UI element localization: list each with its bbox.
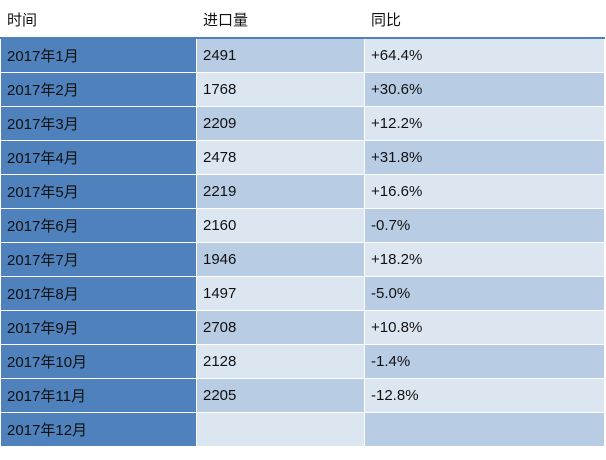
table-row: 2017年6月 2160 -0.7%	[0, 208, 605, 243]
table-header: 时间 进口量 同比	[0, 0, 605, 39]
month-cell: 2017年9月	[0, 310, 197, 345]
value-cell: -5.0%	[364, 276, 605, 311]
value-cell: +10.8%	[364, 310, 605, 345]
table-row: 2017年4月 2478 +31.8%	[0, 140, 605, 175]
value-cell: +30.6%	[364, 72, 605, 107]
value-cell: 2205	[196, 378, 365, 413]
value-cell: 1946	[196, 242, 365, 277]
month-cell: 2017年8月	[0, 276, 197, 311]
month-cell: 2017年7月	[0, 242, 197, 277]
value-cell: 1497	[196, 276, 365, 311]
table-row: 2017年12月	[0, 412, 605, 447]
value-cell: 2708	[196, 310, 365, 345]
table-row: 2017年10月 2128 -1.4%	[0, 344, 605, 379]
value-cell: 2209	[196, 106, 365, 141]
table-row: 2017年5月 2219 +16.6%	[0, 174, 605, 209]
month-cell: 2017年1月	[0, 37, 197, 73]
value-cell: +16.6%	[364, 174, 605, 209]
month-cell: 2017年2月	[0, 72, 197, 107]
value-cell	[364, 412, 605, 447]
table-row: 2017年8月 1497 -5.0%	[0, 276, 605, 311]
value-cell: 2491	[196, 37, 365, 73]
month-cell: 2017年11月	[0, 378, 197, 413]
value-cell: -12.8%	[364, 378, 605, 413]
value-cell: -0.7%	[364, 208, 605, 243]
month-cell: 2017年10月	[0, 344, 197, 379]
header-cell: 进口量	[196, 0, 365, 39]
value-cell: +18.2%	[364, 242, 605, 277]
import-table: 时间 进口量 同比 2017年1月 2491 +64.4% 2017年2月 1768 +30.…	[0, 0, 605, 447]
value-cell: 2160	[196, 208, 365, 243]
value-cell: +31.8%	[364, 140, 605, 175]
value-cell: +64.4%	[364, 37, 605, 73]
value-cell: 2478	[196, 140, 365, 175]
month-cell: 2017年3月	[0, 106, 197, 141]
table-row: 2017年1月 2491 +64.4%	[0, 37, 605, 73]
value-cell: -1.4%	[364, 344, 605, 379]
value-cell: 2219	[196, 174, 365, 209]
table-row: 2017年9月 2708 +10.8%	[0, 310, 605, 345]
header-row: 时间 进口量 同比	[0, 0, 605, 39]
month-cell: 2017年6月	[0, 208, 197, 243]
table-row: 2017年7月 1946 +18.2%	[0, 242, 605, 277]
month-cell: 2017年5月	[0, 174, 197, 209]
value-cell: +12.2%	[364, 106, 605, 141]
value-cell: 1768	[196, 72, 365, 107]
table-body: 2017年1月 2491 +64.4% 2017年2月 1768 +30.6% 2017年3…	[0, 37, 605, 447]
value-cell	[196, 412, 365, 447]
month-cell: 2017年12月	[0, 412, 197, 447]
value-cell: 2128	[196, 344, 365, 379]
table-row: 2017年3月 2209 +12.2%	[0, 106, 605, 141]
table-row: 2017年2月 1768 +30.6%	[0, 72, 605, 107]
header-cell: 时间	[0, 0, 197, 39]
month-cell: 2017年4月	[0, 140, 197, 175]
header-cell: 同比	[364, 0, 605, 39]
table-row: 2017年11月 2205 -12.8%	[0, 378, 605, 413]
